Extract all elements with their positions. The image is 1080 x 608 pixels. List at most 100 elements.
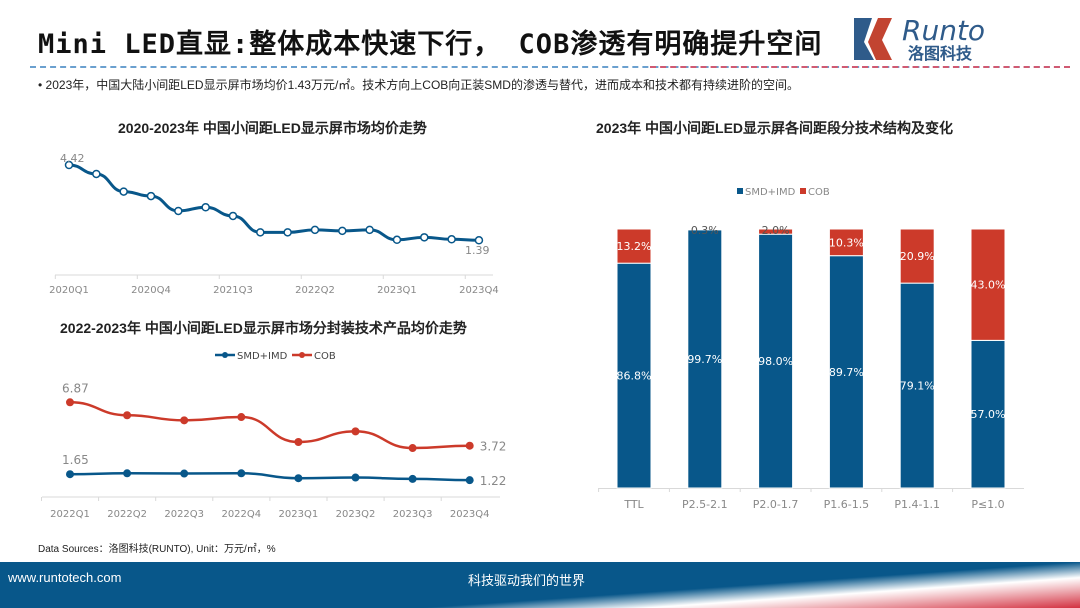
x-tick-label: P2.5-2.1 — [682, 498, 728, 511]
data-point — [474, 236, 484, 245]
data-label: 6.87 — [62, 381, 89, 395]
x-tick-label: 2023Q4 — [459, 285, 499, 296]
bar-label-cob: 10.3% — [829, 236, 864, 249]
summary-bullet: • 2023年，中国大陆小间距LED显示屏市场均价1.43万元/㎡。技术方向上C… — [38, 78, 799, 92]
x-tick-label: 2022Q2 — [107, 509, 147, 520]
legend-cob-label: COB — [808, 187, 830, 198]
legend-smd-swatch — [737, 188, 743, 194]
bar-smd — [758, 233, 794, 489]
bar-label-cob: 2.0% — [762, 224, 790, 237]
bar-smd — [899, 282, 935, 489]
price-line — [68, 163, 479, 242]
legend-cob-swatch — [800, 188, 806, 194]
bar-label-smd: 57.0% — [971, 408, 1006, 421]
data-label: 1.22 — [480, 474, 507, 488]
series-line-COB — [69, 401, 470, 450]
bar-cob — [828, 228, 864, 257]
bar-label-smd: 79.1% — [900, 380, 935, 393]
data-point — [256, 228, 265, 237]
legend-cob-marker — [299, 352, 305, 358]
x-tick-label: P1.4-1.1 — [894, 498, 940, 511]
data-label: 3.72 — [480, 440, 507, 454]
bar-label-smd: 86.8% — [617, 370, 652, 383]
x-tick-label: 2023Q4 — [450, 509, 490, 520]
bar-smd — [970, 339, 1006, 489]
svg-text:洛图科技: 洛图科技 — [908, 44, 973, 62]
chart3-title: 2023年 中国小间距LED显示屏各间距段分技术结构及变化 — [596, 120, 954, 136]
footer-url[interactable]: www.runtotech.com — [8, 570, 122, 585]
data-label: 1.65 — [62, 453, 89, 467]
x-tick-label: 2023Q3 — [393, 509, 433, 520]
data-point — [351, 473, 360, 482]
bar-label-cob: 20.9% — [900, 250, 935, 263]
data-point — [465, 476, 474, 485]
data-point — [351, 427, 360, 436]
x-tick-label: 2020Q4 — [131, 285, 171, 296]
data-point — [174, 206, 183, 216]
x-tick-label: 2020Q1 — [49, 285, 89, 296]
data-point — [237, 469, 246, 478]
x-tick-label: 2023Q1 — [377, 285, 417, 296]
bar-label-smd: 98.0% — [758, 355, 793, 368]
x-tick-label: P2.0-1.7 — [753, 498, 799, 511]
svg-text:Runto: Runto — [902, 14, 985, 47]
data-point — [123, 411, 132, 420]
data-label: 1.39 — [465, 244, 490, 257]
runto-logo: Runto 洛图科技 — [850, 12, 1050, 63]
chart2-title: 2022-2023年 中国小间距LED显示屏市场分封装技术产品均价走势 — [60, 320, 467, 336]
data-point — [119, 187, 128, 196]
series-line-SMD+IMD — [69, 472, 470, 482]
x-tick-label: 2022Q4 — [221, 509, 261, 520]
data-point — [408, 474, 417, 483]
data-point — [294, 474, 303, 483]
bar-label-cob: 13.2% — [617, 240, 652, 253]
data-point — [228, 211, 238, 221]
x-tick-label: 2023Q2 — [336, 509, 376, 520]
data-label: 4.42 — [60, 152, 85, 165]
data-point — [447, 235, 456, 244]
footer-bar — [0, 562, 1080, 608]
divider — [650, 66, 1070, 68]
data-point — [123, 469, 132, 478]
bar-label-cob: 0.3% — [691, 224, 719, 237]
data-point — [338, 226, 347, 236]
legend-cob-label: COB — [314, 351, 336, 362]
summary-text: 2023年，中国大陆小间距LED显示屏市场均价1.43万元/㎡。技术方向上COB… — [45, 78, 799, 92]
footer-slogan: 科技驱动我们的世界 — [468, 573, 586, 588]
data-point — [66, 398, 74, 407]
bar-label-smd: 89.7% — [829, 366, 864, 379]
x-tick-label: TTL — [623, 498, 644, 511]
page-title: Mini LED直显:整体成本快速下行， COB渗透有明确提升空间 — [38, 29, 823, 60]
data-point — [392, 235, 402, 245]
data-point — [294, 437, 303, 446]
data-point — [66, 470, 74, 479]
data-point — [201, 202, 210, 212]
bar-smd — [687, 229, 723, 489]
data-point — [92, 169, 101, 179]
divider — [30, 66, 1070, 68]
x-tick-label: 2022Q1 — [50, 509, 90, 520]
x-tick-label: 2022Q2 — [295, 285, 335, 296]
data-point — [310, 225, 320, 235]
charts-canvas: 2020Q1 2020Q4 2021Q3 2022Q2 2023Q1 2023Q4 4.42… — [41, 152, 1024, 520]
x-tick-label: 2021Q3 — [213, 285, 253, 296]
data-point — [408, 444, 417, 453]
legend-smd-label: SMD+IMD — [745, 187, 796, 198]
x-tick-label: P≤1.0 — [971, 498, 1004, 511]
data-source: Data Sources：洛图科技(RUNTO), Unit：万元/㎡，% — [38, 544, 276, 555]
bar-smd — [828, 255, 864, 489]
data-point — [365, 225, 374, 235]
bar-label-smd: 99.7% — [687, 353, 722, 366]
x-tick-label: 2022Q3 — [164, 509, 204, 520]
bar-cob — [616, 228, 652, 264]
x-tick-label: 2023Q1 — [279, 509, 319, 520]
chart1-title: 2020-2023年 中国小间距LED显示屏市场均价走势 — [118, 120, 427, 136]
legend-smd-label: SMD+IMD — [237, 351, 288, 362]
data-point — [180, 416, 189, 425]
bar-cob — [899, 228, 935, 284]
data-point — [465, 441, 474, 450]
data-point — [146, 191, 156, 201]
bar-cob — [970, 228, 1006, 341]
data-point — [237, 413, 246, 422]
bar-label-cob: 43.0% — [971, 279, 1006, 292]
